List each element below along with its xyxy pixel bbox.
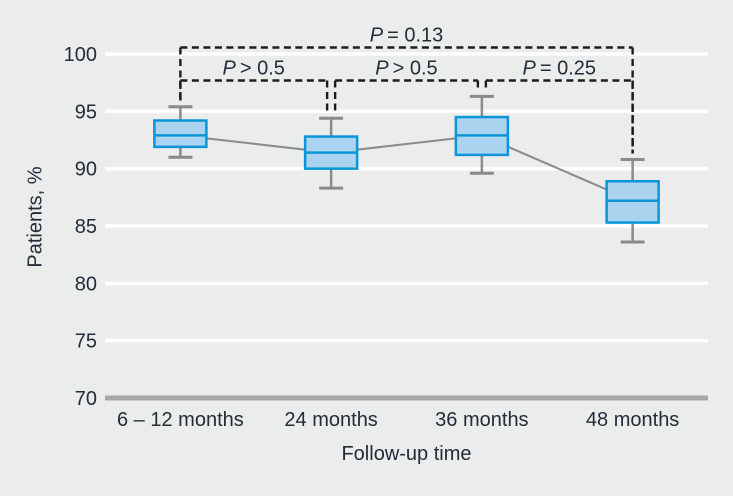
y-tick-label: 100	[64, 44, 97, 66]
p-value-label: P = 0.13	[370, 25, 444, 47]
y-tick-label: 85	[75, 216, 97, 238]
box	[153, 119, 208, 149]
y-axis-title: Patients, %	[24, 166, 47, 268]
x-tick-label: 48 months	[586, 409, 679, 431]
p-value-label: P > 0.5	[375, 58, 437, 80]
x-tick-label: 36 months	[435, 409, 528, 431]
median-connector-line	[180, 134, 634, 202]
x-axis-title: Follow-up time	[341, 443, 472, 465]
y-tick-label: 75	[75, 331, 97, 353]
x-tick-label: 6 – 12 months	[117, 409, 244, 431]
y-tick-label: 80	[75, 273, 97, 295]
x-tick-label: 24 months	[284, 409, 377, 431]
p-value-label: P > 0.5	[223, 58, 285, 80]
y-tick-label: 95	[75, 101, 97, 123]
y-tick-label: 70	[75, 388, 97, 410]
p-value-label: P = 0.25	[522, 58, 596, 80]
y-tick-label: 90	[75, 159, 97, 181]
